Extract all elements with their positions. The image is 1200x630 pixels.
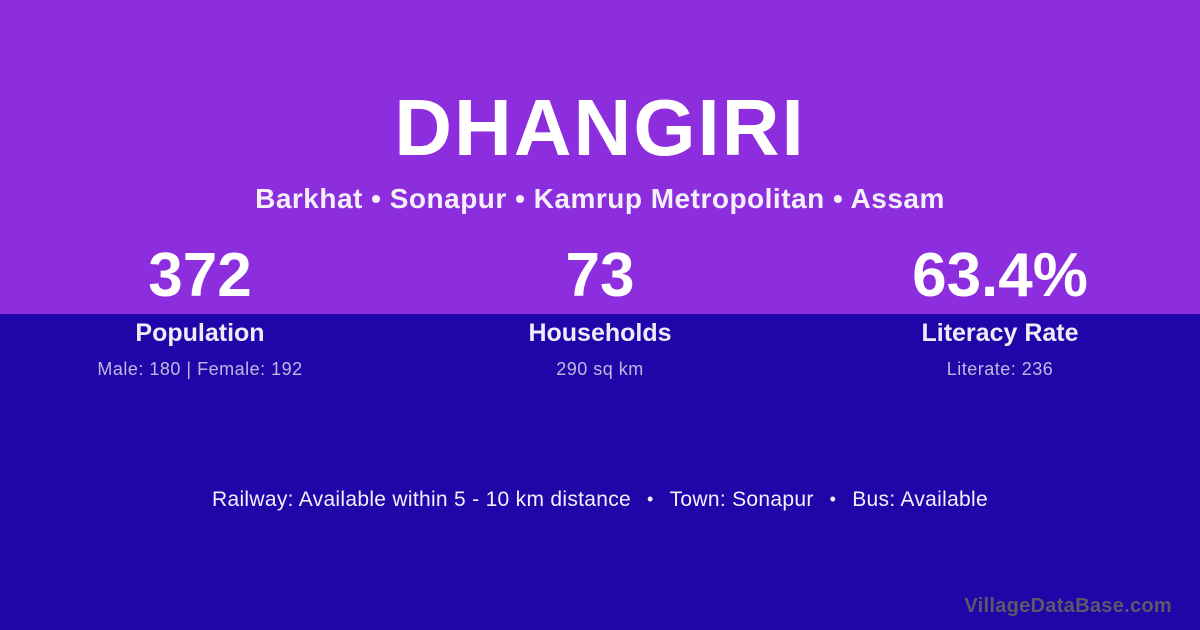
households-value: 73 xyxy=(565,241,635,310)
town-facility-text: Town: Sonapur xyxy=(669,488,814,511)
bus-facility-text: Bus: Available xyxy=(852,488,988,511)
facilities-summary: Railway: Available within 5 - 10 km dist… xyxy=(0,486,1200,513)
population-label: Population xyxy=(135,319,265,347)
site-watermark: VillageDataBase.com xyxy=(964,595,1172,617)
literacy-rate-value: 63.4% xyxy=(912,241,1088,310)
stat-households: 73 Households 290 sq km xyxy=(400,241,800,380)
literate-count-detail: Literate: 236 xyxy=(946,359,1054,379)
stats-row: 372 Population Male: 180 | Female: 192 7… xyxy=(0,241,1200,380)
railway-facility-text: Railway: Available within 5 - 10 km dist… xyxy=(212,488,632,511)
bullet-separator: • xyxy=(829,489,837,509)
population-value: 372 xyxy=(148,241,252,310)
literacy-rate-label: Literacy Rate xyxy=(921,319,1079,347)
purple-header-band xyxy=(0,0,1200,314)
area-detail: 290 sq km xyxy=(556,359,644,379)
location-breadcrumb: Barkhat • Sonapur • Kamrup Metropolitan … xyxy=(255,183,945,214)
stat-literacy: 63.4% Literacy Rate Literate: 236 xyxy=(800,241,1200,380)
households-label: Households xyxy=(528,319,672,347)
village-name-title: DHANGIRI xyxy=(394,83,806,172)
bullet-separator: • xyxy=(647,489,654,509)
population-gender-detail: Male: 180 | Female: 192 xyxy=(97,359,303,379)
stat-population: 372 Population Male: 180 | Female: 192 xyxy=(0,241,400,380)
